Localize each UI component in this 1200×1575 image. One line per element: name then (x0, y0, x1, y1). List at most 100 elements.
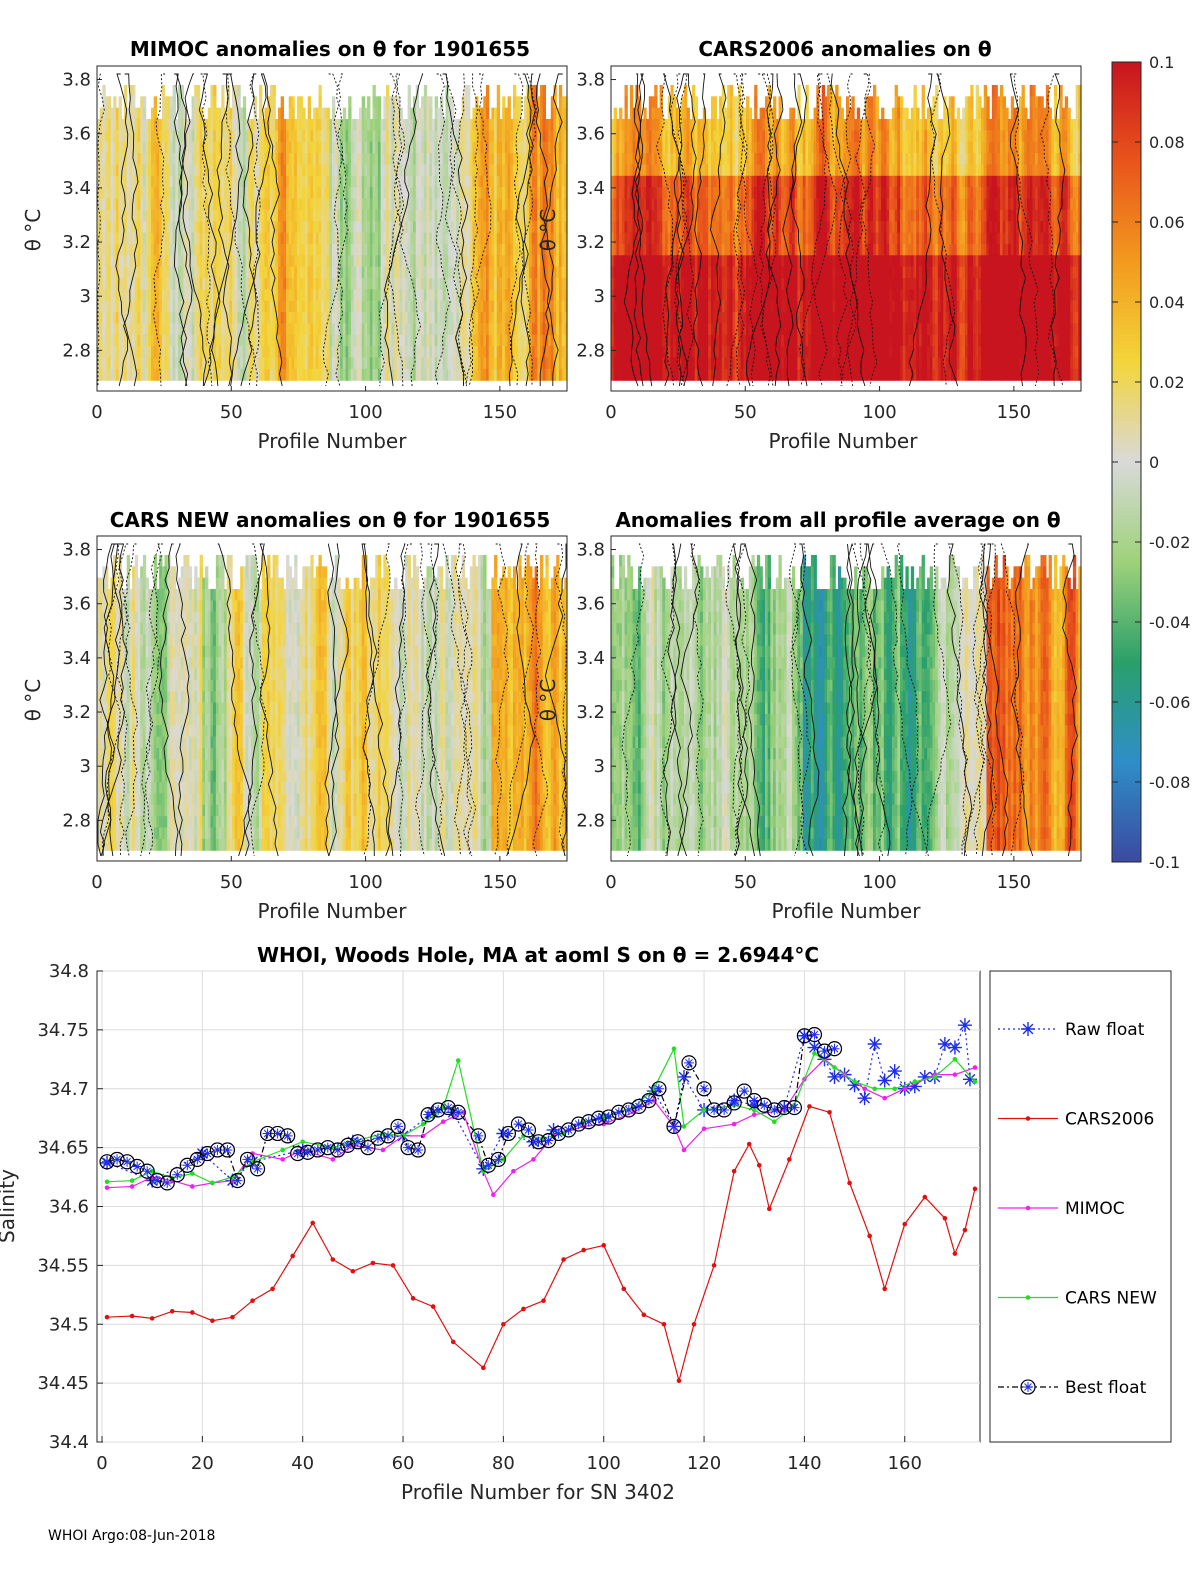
anomaly-cell (386, 130, 390, 143)
anomaly-cell (421, 187, 425, 200)
anomaly-cell (248, 323, 252, 336)
anomaly-cell (124, 357, 128, 370)
anomaly-cell (616, 368, 620, 381)
anomaly-cell (329, 198, 333, 211)
anomaly-cell (445, 119, 449, 131)
anomaly-cell (372, 209, 376, 222)
anomaly-cell (240, 334, 244, 347)
anomaly-cell (467, 368, 471, 381)
anomaly-cell (229, 209, 233, 222)
anomaly-cell (507, 119, 511, 131)
anomaly-cell (315, 209, 320, 222)
anomaly-cell (175, 334, 179, 347)
anomaly-cell (356, 334, 360, 347)
anomaly-cell (429, 175, 433, 188)
anomaly-cell (334, 255, 338, 268)
anomaly-cell (675, 187, 680, 200)
anomaly-cell (504, 243, 509, 256)
anomaly-cell (467, 346, 471, 359)
anomaly-cell (683, 243, 688, 256)
anomaly-cell (556, 187, 560, 200)
anomaly-cell (404, 119, 409, 131)
anomaly-cell (619, 266, 623, 279)
anomaly-cell (545, 232, 549, 245)
anomaly-cell (461, 141, 465, 154)
anomaly-cell (307, 368, 311, 381)
anomaly-cell (307, 243, 311, 256)
anomaly-cell (553, 266, 557, 279)
anomaly-cell (242, 368, 247, 381)
anomaly-cell (504, 164, 509, 177)
anomaly-cell (291, 232, 295, 245)
anomaly-cell (296, 130, 301, 143)
anomaly-cell (445, 323, 449, 336)
anomaly-cell (561, 209, 565, 222)
anomaly-cell (534, 243, 538, 256)
anomaly-cell (638, 187, 642, 200)
anomaly-cell (118, 368, 122, 381)
anomaly-cell (286, 232, 290, 245)
anomaly-cell (261, 346, 266, 359)
anomaly-cell (461, 130, 465, 143)
anomaly-cell (291, 368, 295, 381)
anomaly-cell (277, 232, 282, 245)
anomaly-cell (326, 119, 330, 131)
anomaly-cell (502, 300, 506, 313)
anomaly-cell (115, 277, 120, 290)
anomaly-cell (288, 130, 293, 143)
anomaly-cell (226, 334, 230, 347)
anomaly-cell (483, 119, 487, 131)
anomaly-cell (662, 141, 666, 154)
anomaly-cell (648, 175, 653, 188)
anomaly-cell (681, 232, 685, 245)
anomaly-cell (213, 334, 217, 347)
anomaly-cell (294, 289, 298, 302)
anomaly-cell (215, 277, 220, 290)
anomaly-cell (434, 175, 438, 188)
anomaly-cell (205, 277, 209, 290)
anomaly-cell (437, 221, 441, 234)
anomaly-cell (627, 312, 631, 324)
anomaly-cell (656, 153, 661, 166)
anomaly-cell (383, 153, 387, 166)
anomaly-cell (178, 164, 182, 177)
anomaly-cell (218, 209, 222, 222)
anomaly-cell (458, 334, 463, 347)
anomaly-cell (191, 334, 195, 347)
anomaly-cell (485, 323, 490, 336)
anomaly-cell (99, 323, 103, 336)
anomaly-cell (654, 323, 658, 336)
anomaly-cell (448, 107, 452, 120)
anomaly-cell (485, 266, 490, 279)
anomaly-cell (140, 357, 144, 370)
anomaly-cell (396, 289, 401, 302)
anomaly-cell (561, 289, 565, 302)
anomaly-cell (469, 141, 474, 154)
anomaly-cell (318, 96, 322, 109)
anomaly-cell (164, 300, 168, 313)
anomaly-cell (237, 209, 241, 222)
contour-line (115, 73, 138, 387)
anomaly-cell (340, 130, 344, 143)
anomaly-cell (288, 357, 293, 370)
anomaly-cell (621, 300, 626, 313)
anomaly-cell (99, 289, 103, 302)
anomaly-cell (121, 266, 125, 279)
anomaly-cell (286, 357, 290, 370)
anomaly-cell (415, 141, 420, 154)
anomaly-cell (480, 232, 484, 245)
anomaly-cell (348, 232, 352, 245)
anomaly-cell (542, 323, 546, 336)
anomaly-cell (199, 130, 203, 143)
anomaly-cell (175, 175, 179, 188)
anomaly-cell (640, 255, 645, 268)
anomaly-cell (399, 175, 403, 188)
anomaly-cell (207, 232, 212, 245)
anomaly-cell (310, 266, 314, 279)
anomaly-cell (102, 334, 106, 347)
anomaly-cell (348, 357, 352, 370)
anomaly-cell (440, 289, 444, 302)
anomaly-cell (121, 119, 125, 131)
anomaly-cell (467, 300, 471, 313)
anomaly-cell (512, 96, 517, 109)
